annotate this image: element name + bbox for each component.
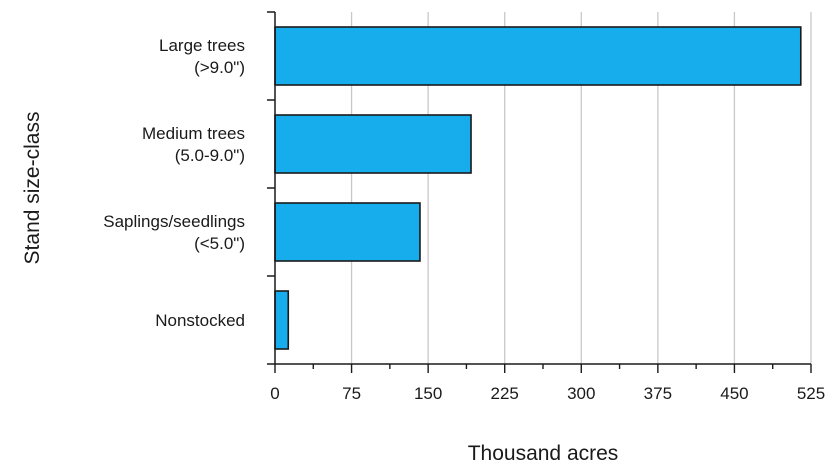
bar-0 bbox=[274, 26, 802, 86]
bar-2 bbox=[274, 202, 421, 262]
category-label-3-line-0: Nonstocked bbox=[155, 311, 245, 330]
category-label-1-line-1: (5.0-9.0") bbox=[175, 146, 245, 165]
x-axis-ticks: 0 75 150 225 300 375 450 525 bbox=[270, 364, 825, 403]
x-axis-title: Thousand acres bbox=[468, 442, 619, 465]
bar-3 bbox=[274, 290, 290, 350]
category-label-1-line-0: Medium trees bbox=[142, 124, 245, 143]
category-label-2-line-1: (<5.0") bbox=[194, 234, 245, 253]
x-tick-label-375: 375 bbox=[644, 384, 672, 403]
x-tick-label-525: 525 bbox=[797, 384, 825, 403]
bars bbox=[274, 26, 802, 350]
category-label-2-line-0: Saplings/seedlings bbox=[103, 212, 245, 231]
category-label-0-line-0: Large trees bbox=[159, 36, 245, 55]
category-labels: Large trees (>9.0") Medium trees (5.0-9.0")… bbox=[103, 36, 245, 330]
x-tick-label-225: 225 bbox=[491, 384, 519, 403]
x-tick-label-450: 450 bbox=[720, 384, 748, 403]
y-axis-ticks bbox=[267, 11, 275, 365]
x-tick-label-75: 75 bbox=[342, 384, 361, 403]
y-axis-title: Stand size-class bbox=[21, 112, 44, 265]
category-label-0-line-1: (>9.0") bbox=[194, 58, 245, 77]
x-tick-label-150: 150 bbox=[414, 384, 442, 403]
x-tick-label-300: 300 bbox=[567, 384, 595, 403]
x-tick-label-0: 0 bbox=[270, 384, 279, 403]
bar-1 bbox=[274, 114, 472, 174]
